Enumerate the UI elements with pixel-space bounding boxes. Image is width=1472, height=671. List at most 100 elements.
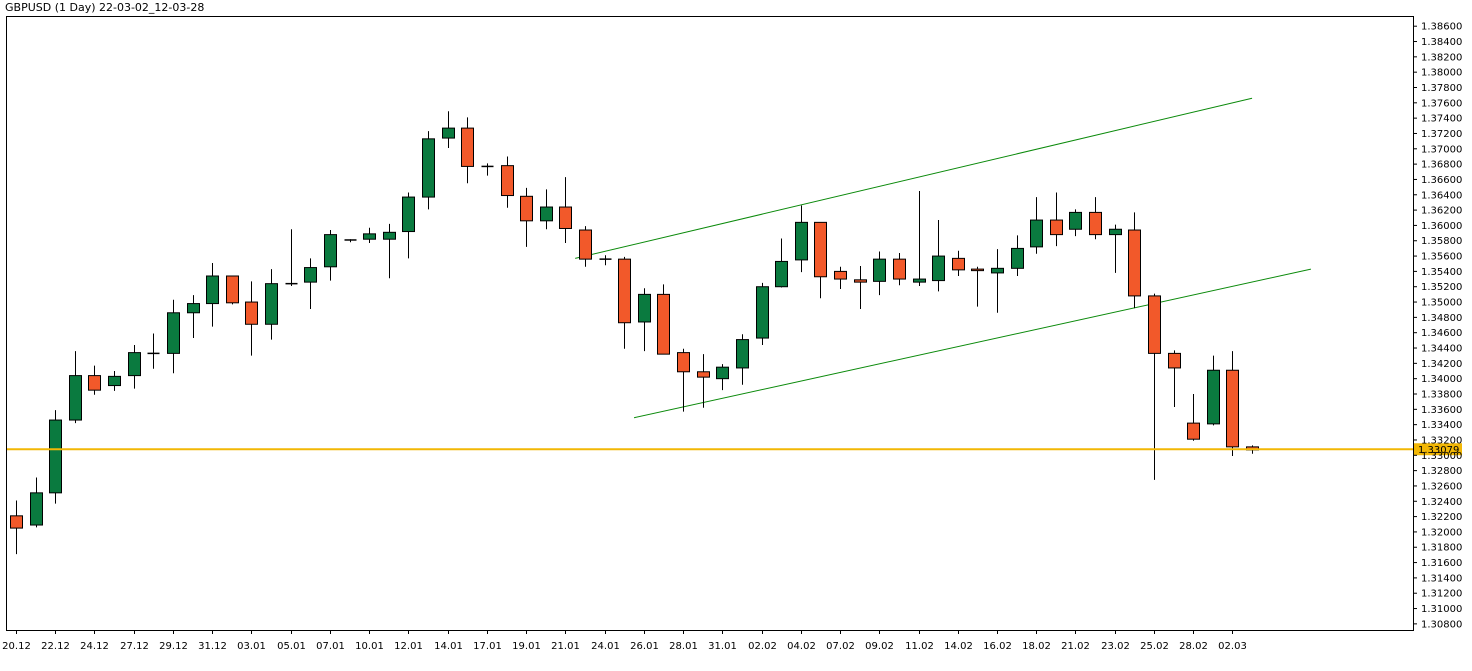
y-tick-label: 1.37800 xyxy=(1421,83,1462,94)
candle-body xyxy=(1030,219,1043,248)
channel-lines xyxy=(575,97,1312,419)
y-tick-label: 1.38000 xyxy=(1421,68,1462,79)
candle-body xyxy=(1148,295,1161,354)
y-tick-label: 1.33200 xyxy=(1421,435,1462,446)
candle-body xyxy=(304,267,317,283)
candle xyxy=(540,189,553,230)
candle xyxy=(932,220,945,292)
y-tick-label: 1.30800 xyxy=(1421,619,1462,630)
candle xyxy=(579,226,592,267)
candle-body xyxy=(383,231,396,240)
x-axis: 20.12 22.12 24.12 27.12 29.12 31.12 03.01 05.01… xyxy=(2,630,1247,652)
candle xyxy=(10,500,23,555)
x-tick-label: 18.02 xyxy=(1022,641,1051,652)
candle xyxy=(952,250,965,276)
x-tick-label: 19.01 xyxy=(512,641,541,652)
x-tick-label: 28.01 xyxy=(669,641,698,652)
x-tick-label: 25.02 xyxy=(1140,641,1169,652)
candle xyxy=(304,258,317,309)
candle-body xyxy=(10,515,23,529)
candle-body xyxy=(461,127,474,167)
candle-body xyxy=(245,301,258,325)
candle-body xyxy=(579,229,592,260)
candle xyxy=(991,249,1004,313)
candle xyxy=(88,365,101,395)
candle xyxy=(108,371,121,391)
y-tick-label: 1.33400 xyxy=(1421,420,1462,431)
candle-body xyxy=(697,371,710,378)
last-price-label: 1.33079 xyxy=(1418,445,1459,456)
candle-body xyxy=(69,375,82,421)
x-tick-label: 03.01 xyxy=(237,641,266,652)
candle xyxy=(834,266,847,290)
candle-body xyxy=(756,286,769,339)
candle-body xyxy=(30,492,43,526)
candle xyxy=(559,177,572,244)
candle-body xyxy=(991,267,1004,274)
candle xyxy=(442,111,455,149)
candle xyxy=(128,344,141,389)
candle xyxy=(716,364,729,391)
x-tick-label: 07.01 xyxy=(316,641,345,652)
candle-body xyxy=(952,257,965,271)
candle-body xyxy=(893,258,906,280)
candle-body xyxy=(1128,229,1141,297)
x-tick-label: 02.02 xyxy=(748,641,777,652)
candle-body xyxy=(501,165,514,197)
candle xyxy=(461,117,474,184)
x-tick-label: 21.01 xyxy=(551,641,580,652)
y-tick-label: 1.31200 xyxy=(1421,589,1462,600)
candle-body xyxy=(677,352,690,373)
candle-body xyxy=(834,270,847,280)
y-tick-label: 1.36200 xyxy=(1421,206,1462,217)
candle-body xyxy=(422,138,435,198)
candle-body xyxy=(108,375,121,387)
candle xyxy=(697,354,710,408)
y-tick-label: 1.32200 xyxy=(1421,512,1462,523)
candle-body xyxy=(932,255,945,282)
plot-frame xyxy=(6,16,1414,631)
y-tick-label: 1.33600 xyxy=(1421,405,1462,416)
y-tick-label: 1.37600 xyxy=(1421,98,1462,109)
candle-body xyxy=(49,419,62,494)
x-tick-label: 31.01 xyxy=(708,641,737,652)
x-tick-label: 04.02 xyxy=(787,641,816,652)
candle-body xyxy=(1069,211,1082,230)
candle-body xyxy=(559,206,572,229)
candles xyxy=(10,111,1259,555)
x-tick-label: 07.02 xyxy=(826,641,855,652)
candle xyxy=(147,333,160,369)
y-tick-label: 1.35400 xyxy=(1421,267,1462,278)
x-tick-label: 21.02 xyxy=(1061,641,1090,652)
y-tick-label: 1.31800 xyxy=(1421,543,1462,554)
candle-body xyxy=(716,366,729,380)
candle-body xyxy=(128,352,141,377)
candle xyxy=(206,262,219,327)
candle xyxy=(402,192,415,259)
candle xyxy=(618,256,631,349)
candle-body xyxy=(1050,219,1063,236)
candle xyxy=(971,266,984,307)
candle-body xyxy=(618,258,631,324)
candle xyxy=(1207,355,1220,426)
candle xyxy=(1089,197,1102,240)
candle xyxy=(1030,197,1043,254)
candle-body xyxy=(1226,369,1239,448)
candle-body xyxy=(1109,228,1122,236)
candle xyxy=(1168,350,1181,408)
channel-upper-line xyxy=(575,97,1253,259)
last-price-tag xyxy=(1414,443,1462,456)
candle xyxy=(756,282,769,345)
candle-body xyxy=(657,293,670,355)
candle-body xyxy=(265,283,278,325)
candle xyxy=(854,266,867,309)
candle xyxy=(657,284,670,355)
x-tick-label: 14.01 xyxy=(434,641,463,652)
candle xyxy=(1011,235,1024,276)
candle-body xyxy=(1011,247,1024,269)
candle-body xyxy=(795,221,808,261)
candle xyxy=(775,238,788,288)
y-tick-label: 1.34800 xyxy=(1421,313,1462,324)
candle-body xyxy=(1187,422,1200,440)
